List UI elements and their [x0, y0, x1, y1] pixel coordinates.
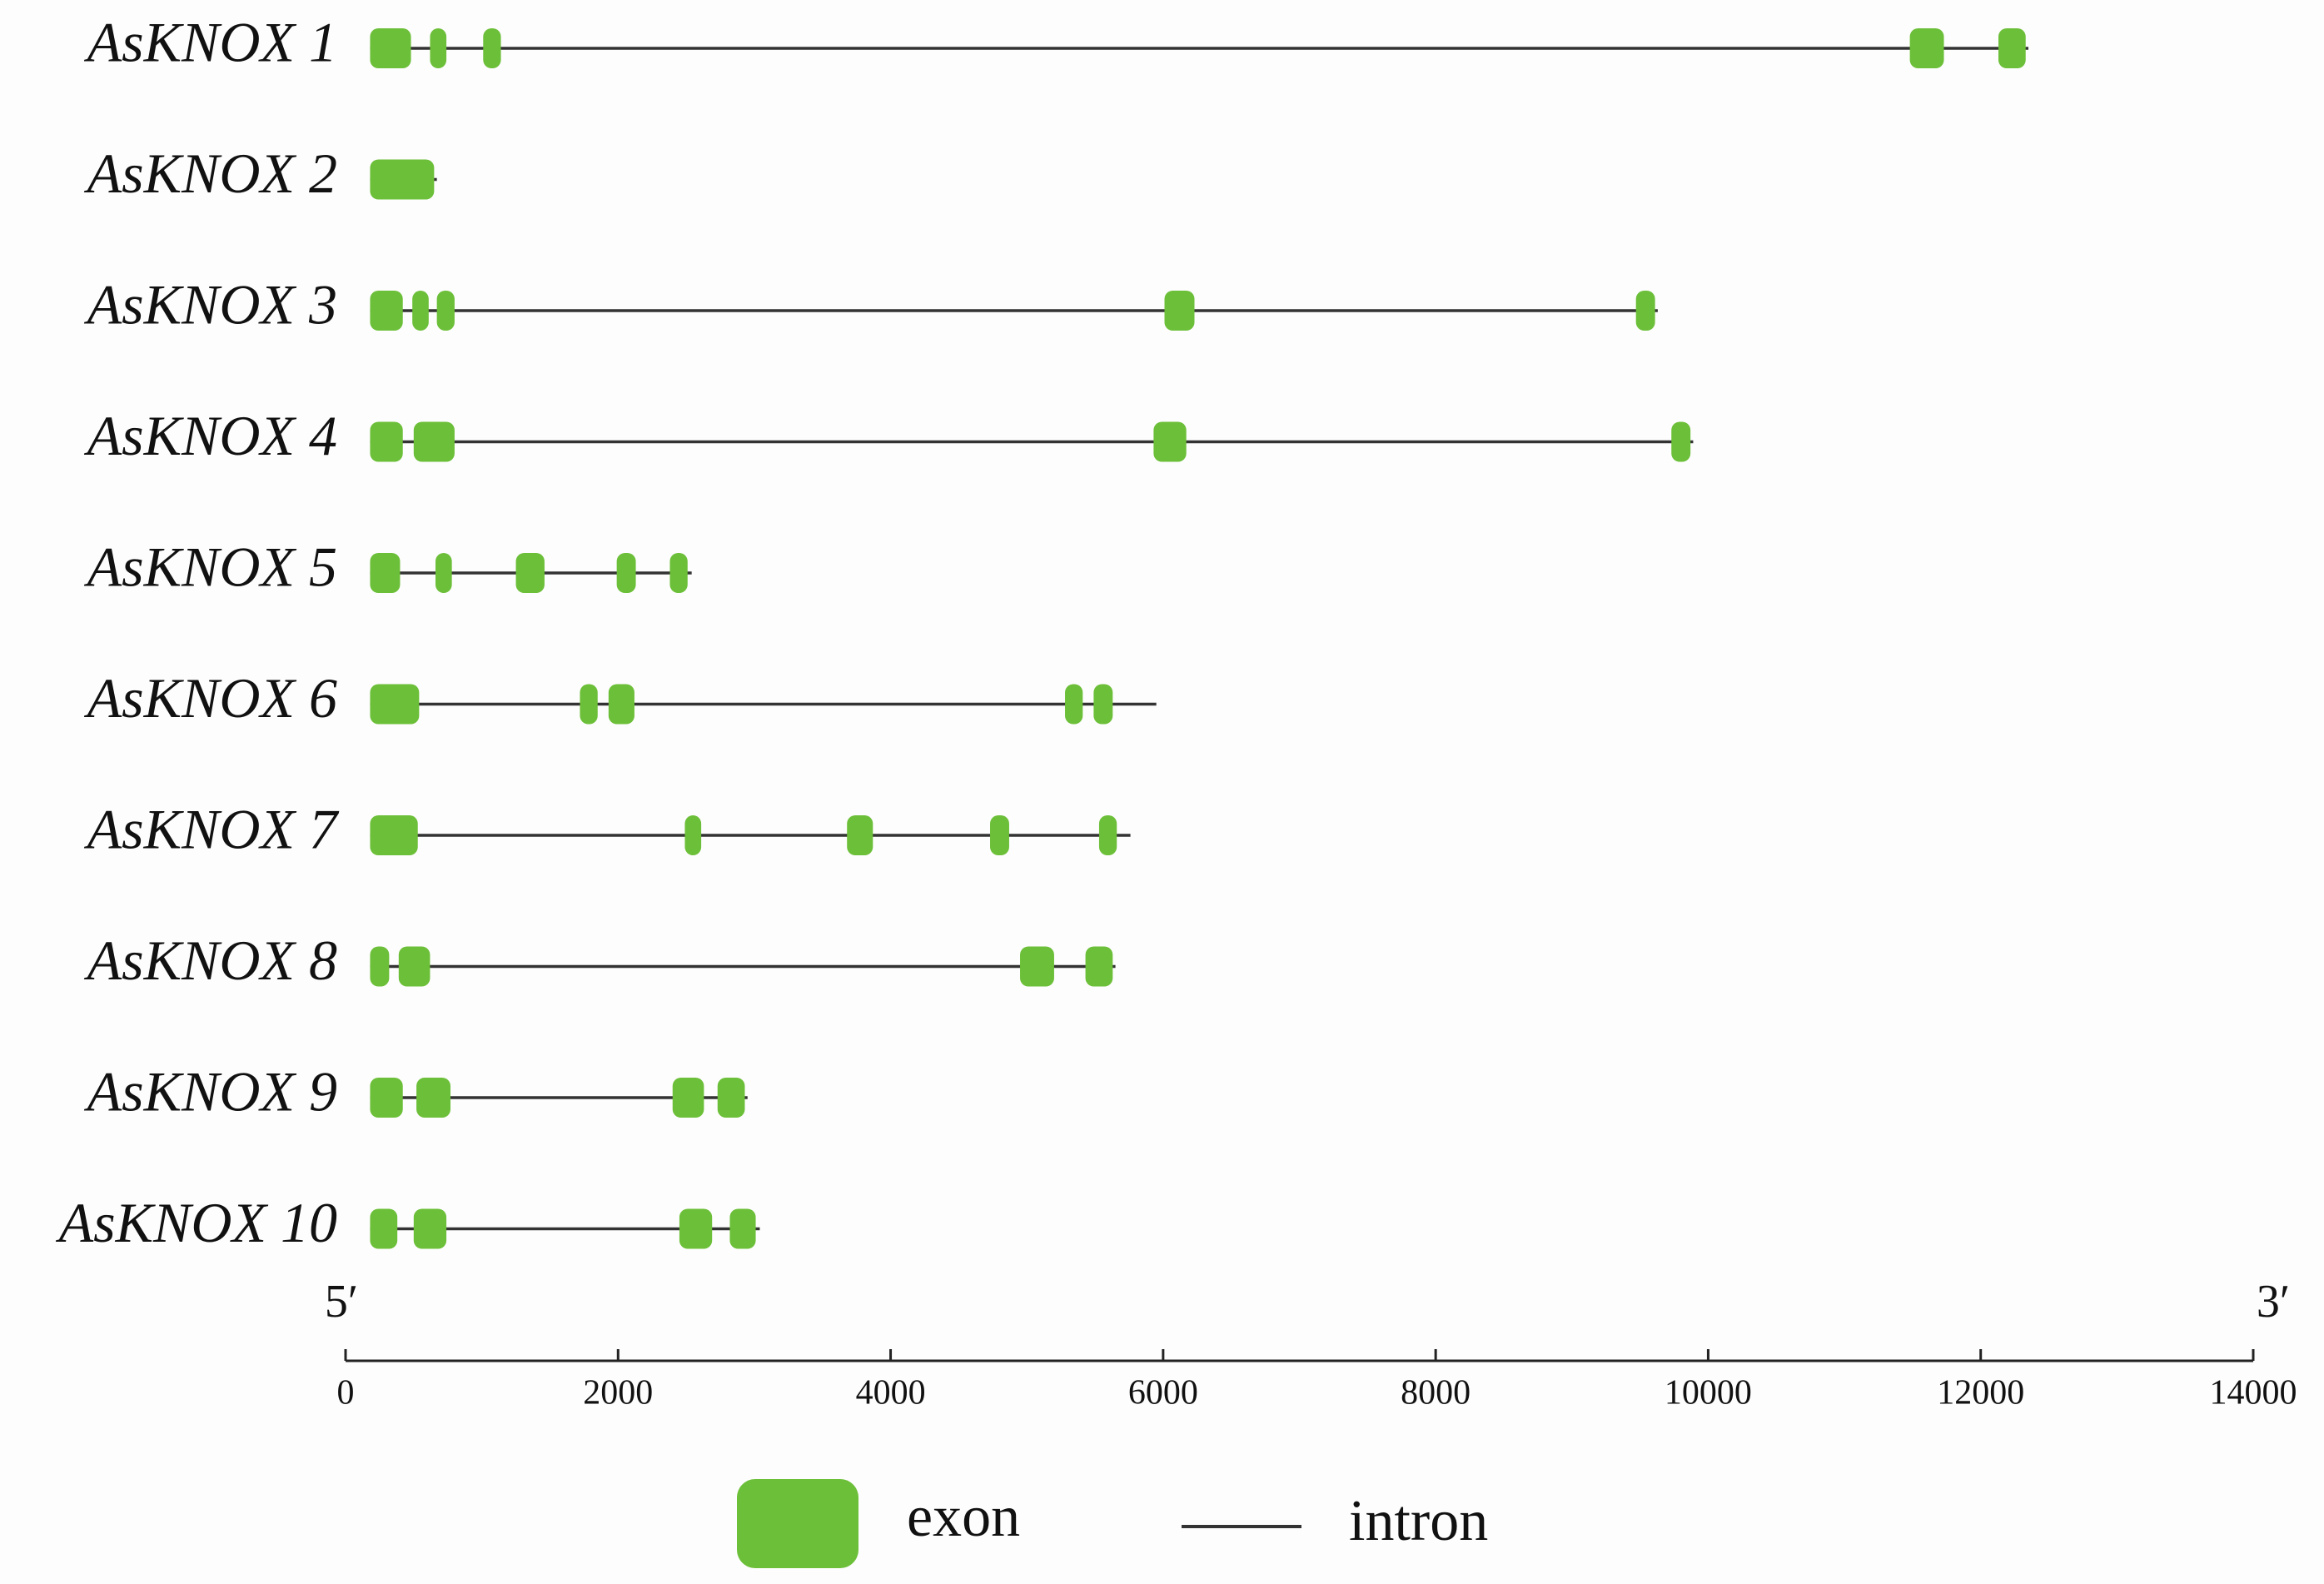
exon	[430, 28, 447, 68]
exon	[370, 1078, 403, 1118]
gene-label: AsKNOX 3	[84, 273, 337, 336]
exon	[370, 291, 403, 331]
exon	[1020, 946, 1054, 987]
exon	[1164, 291, 1195, 331]
exon	[1671, 421, 1691, 462]
x-tick-label: 0	[337, 1374, 355, 1412]
gene-label: AsKNOX 2	[84, 142, 337, 205]
exon	[1085, 946, 1113, 987]
exon	[990, 815, 1009, 855]
three-prime-label: 3′	[2257, 1276, 2290, 1327]
exon	[1098, 815, 1117, 855]
x-tick-label: 12000	[1937, 1374, 2024, 1412]
exon	[1065, 684, 1083, 725]
exon	[729, 1208, 756, 1249]
exon	[515, 553, 545, 593]
exon	[1998, 28, 2026, 68]
exon	[1635, 291, 1655, 331]
exon	[1153, 421, 1187, 462]
legend-exon-swatch	[737, 1479, 858, 1568]
gene-label: AsKNOX 10	[56, 1191, 337, 1254]
exon	[413, 421, 455, 462]
exon	[370, 159, 435, 200]
exon	[436, 291, 455, 331]
exon	[370, 946, 390, 987]
x-tick-label: 4000	[856, 1374, 926, 1412]
exon	[370, 28, 411, 68]
legend-intron-label: intron	[1349, 1489, 1488, 1553]
gene-label: AsKNOX 8	[84, 929, 337, 992]
exon	[717, 1078, 745, 1118]
exon	[398, 946, 430, 987]
gene-label: AsKNOX 7	[84, 798, 340, 861]
gene-label: AsKNOX 1	[84, 11, 337, 74]
exon	[412, 291, 429, 331]
exon	[370, 421, 403, 462]
legend-exon-label: exon	[907, 1485, 1020, 1549]
x-tick-label: 10000	[1665, 1374, 1752, 1412]
exon	[1909, 28, 1944, 68]
x-tick-label: 8000	[1401, 1374, 1471, 1412]
exon	[370, 553, 401, 593]
gene-label: AsKNOX 4	[84, 404, 337, 467]
gene-label: AsKNOX 6	[84, 666, 337, 730]
x-tick-label: 2000	[583, 1374, 653, 1412]
exon	[1093, 684, 1113, 725]
exon	[616, 553, 636, 593]
exon	[608, 684, 634, 725]
x-tick-label: 14000	[2210, 1374, 2297, 1412]
exon	[370, 1208, 398, 1249]
gene-label: AsKNOX 5	[84, 535, 337, 599]
exon	[416, 1078, 451, 1118]
exon	[370, 684, 420, 725]
exon	[580, 684, 598, 725]
five-prime-label: 5′	[325, 1276, 358, 1327]
exon	[684, 815, 702, 855]
x-tick-label: 6000	[1128, 1374, 1198, 1412]
exon	[679, 1208, 713, 1249]
exon	[370, 815, 418, 855]
gene-label: AsKNOX 9	[84, 1060, 337, 1123]
exon	[483, 28, 501, 68]
exon	[413, 1208, 447, 1249]
exon	[435, 553, 452, 593]
exon	[672, 1078, 704, 1118]
exon	[669, 553, 688, 593]
exon	[847, 815, 873, 855]
